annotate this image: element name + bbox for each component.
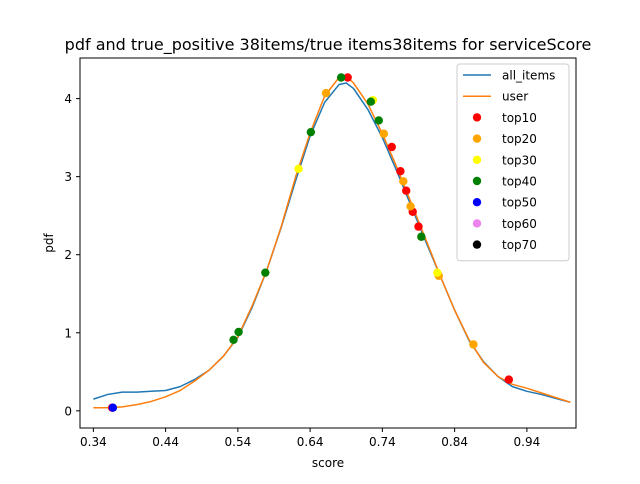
top50-point [108, 403, 118, 412]
legend-swatch-top10 [472, 113, 482, 122]
y-tick-label: 0 [64, 404, 72, 418]
legend-label-top50: top50 [502, 196, 537, 210]
x-tick-label: 0.84 [441, 435, 468, 449]
top10-point [396, 166, 405, 176]
legend-box [456, 63, 570, 262]
chart-title: pdf and true_positive 38items/true items… [65, 35, 592, 55]
x-axis-label: score [312, 456, 344, 470]
plot-layer [93, 73, 571, 412]
legend-label-top40: top40 [502, 175, 537, 189]
legend-label-top20: top20 [502, 132, 537, 146]
x-tick-label: 0.94 [514, 435, 541, 449]
y-tick-label: 2 [64, 248, 72, 262]
x-tick-label: 0.34 [80, 435, 107, 449]
top40-point [229, 335, 238, 344]
y-tick-label: 4 [64, 92, 72, 106]
legend-swatch-top50 [472, 198, 482, 207]
legend-swatch-top70 [472, 240, 482, 249]
y-tick-label: 3 [64, 170, 72, 184]
top20-point [379, 129, 389, 138]
y-tick-label: 1 [64, 326, 72, 340]
legend-swatch-top30 [472, 155, 482, 164]
legend-label-top60: top60 [502, 217, 537, 231]
top10-point [414, 222, 423, 231]
top40-point [336, 73, 346, 82]
legend-label-all_items: all_items [502, 69, 555, 83]
plot-frame [79, 57, 577, 429]
top40-point [306, 127, 316, 137]
top40-point [366, 97, 376, 106]
top40-point [417, 232, 426, 241]
top20-point [399, 177, 408, 186]
legend-swatch-top20 [472, 134, 482, 143]
y-axis-label: pdf [42, 233, 56, 253]
x-tick-label: 0.54 [225, 435, 252, 449]
top20-point [321, 88, 331, 98]
top40-point [234, 327, 243, 337]
top10-point [343, 73, 352, 82]
top10-point [387, 142, 396, 152]
top10-point [504, 375, 514, 384]
top40-point [374, 116, 383, 125]
top30-point [294, 164, 303, 174]
legend-label-top10: top10 [502, 111, 537, 125]
top20-point [406, 202, 415, 211]
top20-point [469, 340, 478, 349]
top40-point [261, 268, 270, 277]
legend-label-top30: top30 [502, 153, 537, 167]
legend-swatch-top40 [472, 176, 482, 186]
legend-label-top70: top70 [502, 238, 537, 252]
x-tick-label: 0.64 [297, 435, 324, 449]
top30-point [433, 268, 442, 277]
legend-swatch-top60 [472, 219, 482, 228]
x-tick-label: 0.74 [369, 435, 396, 449]
legend-label-user: user [502, 90, 528, 104]
x-tick-label: 0.44 [152, 435, 179, 449]
top10-point [402, 186, 411, 195]
axis-layer: 0.34 0.44 0.54 0.64 0.74 0.84 0.94 0 1 2 3 4 [64, 92, 540, 449]
